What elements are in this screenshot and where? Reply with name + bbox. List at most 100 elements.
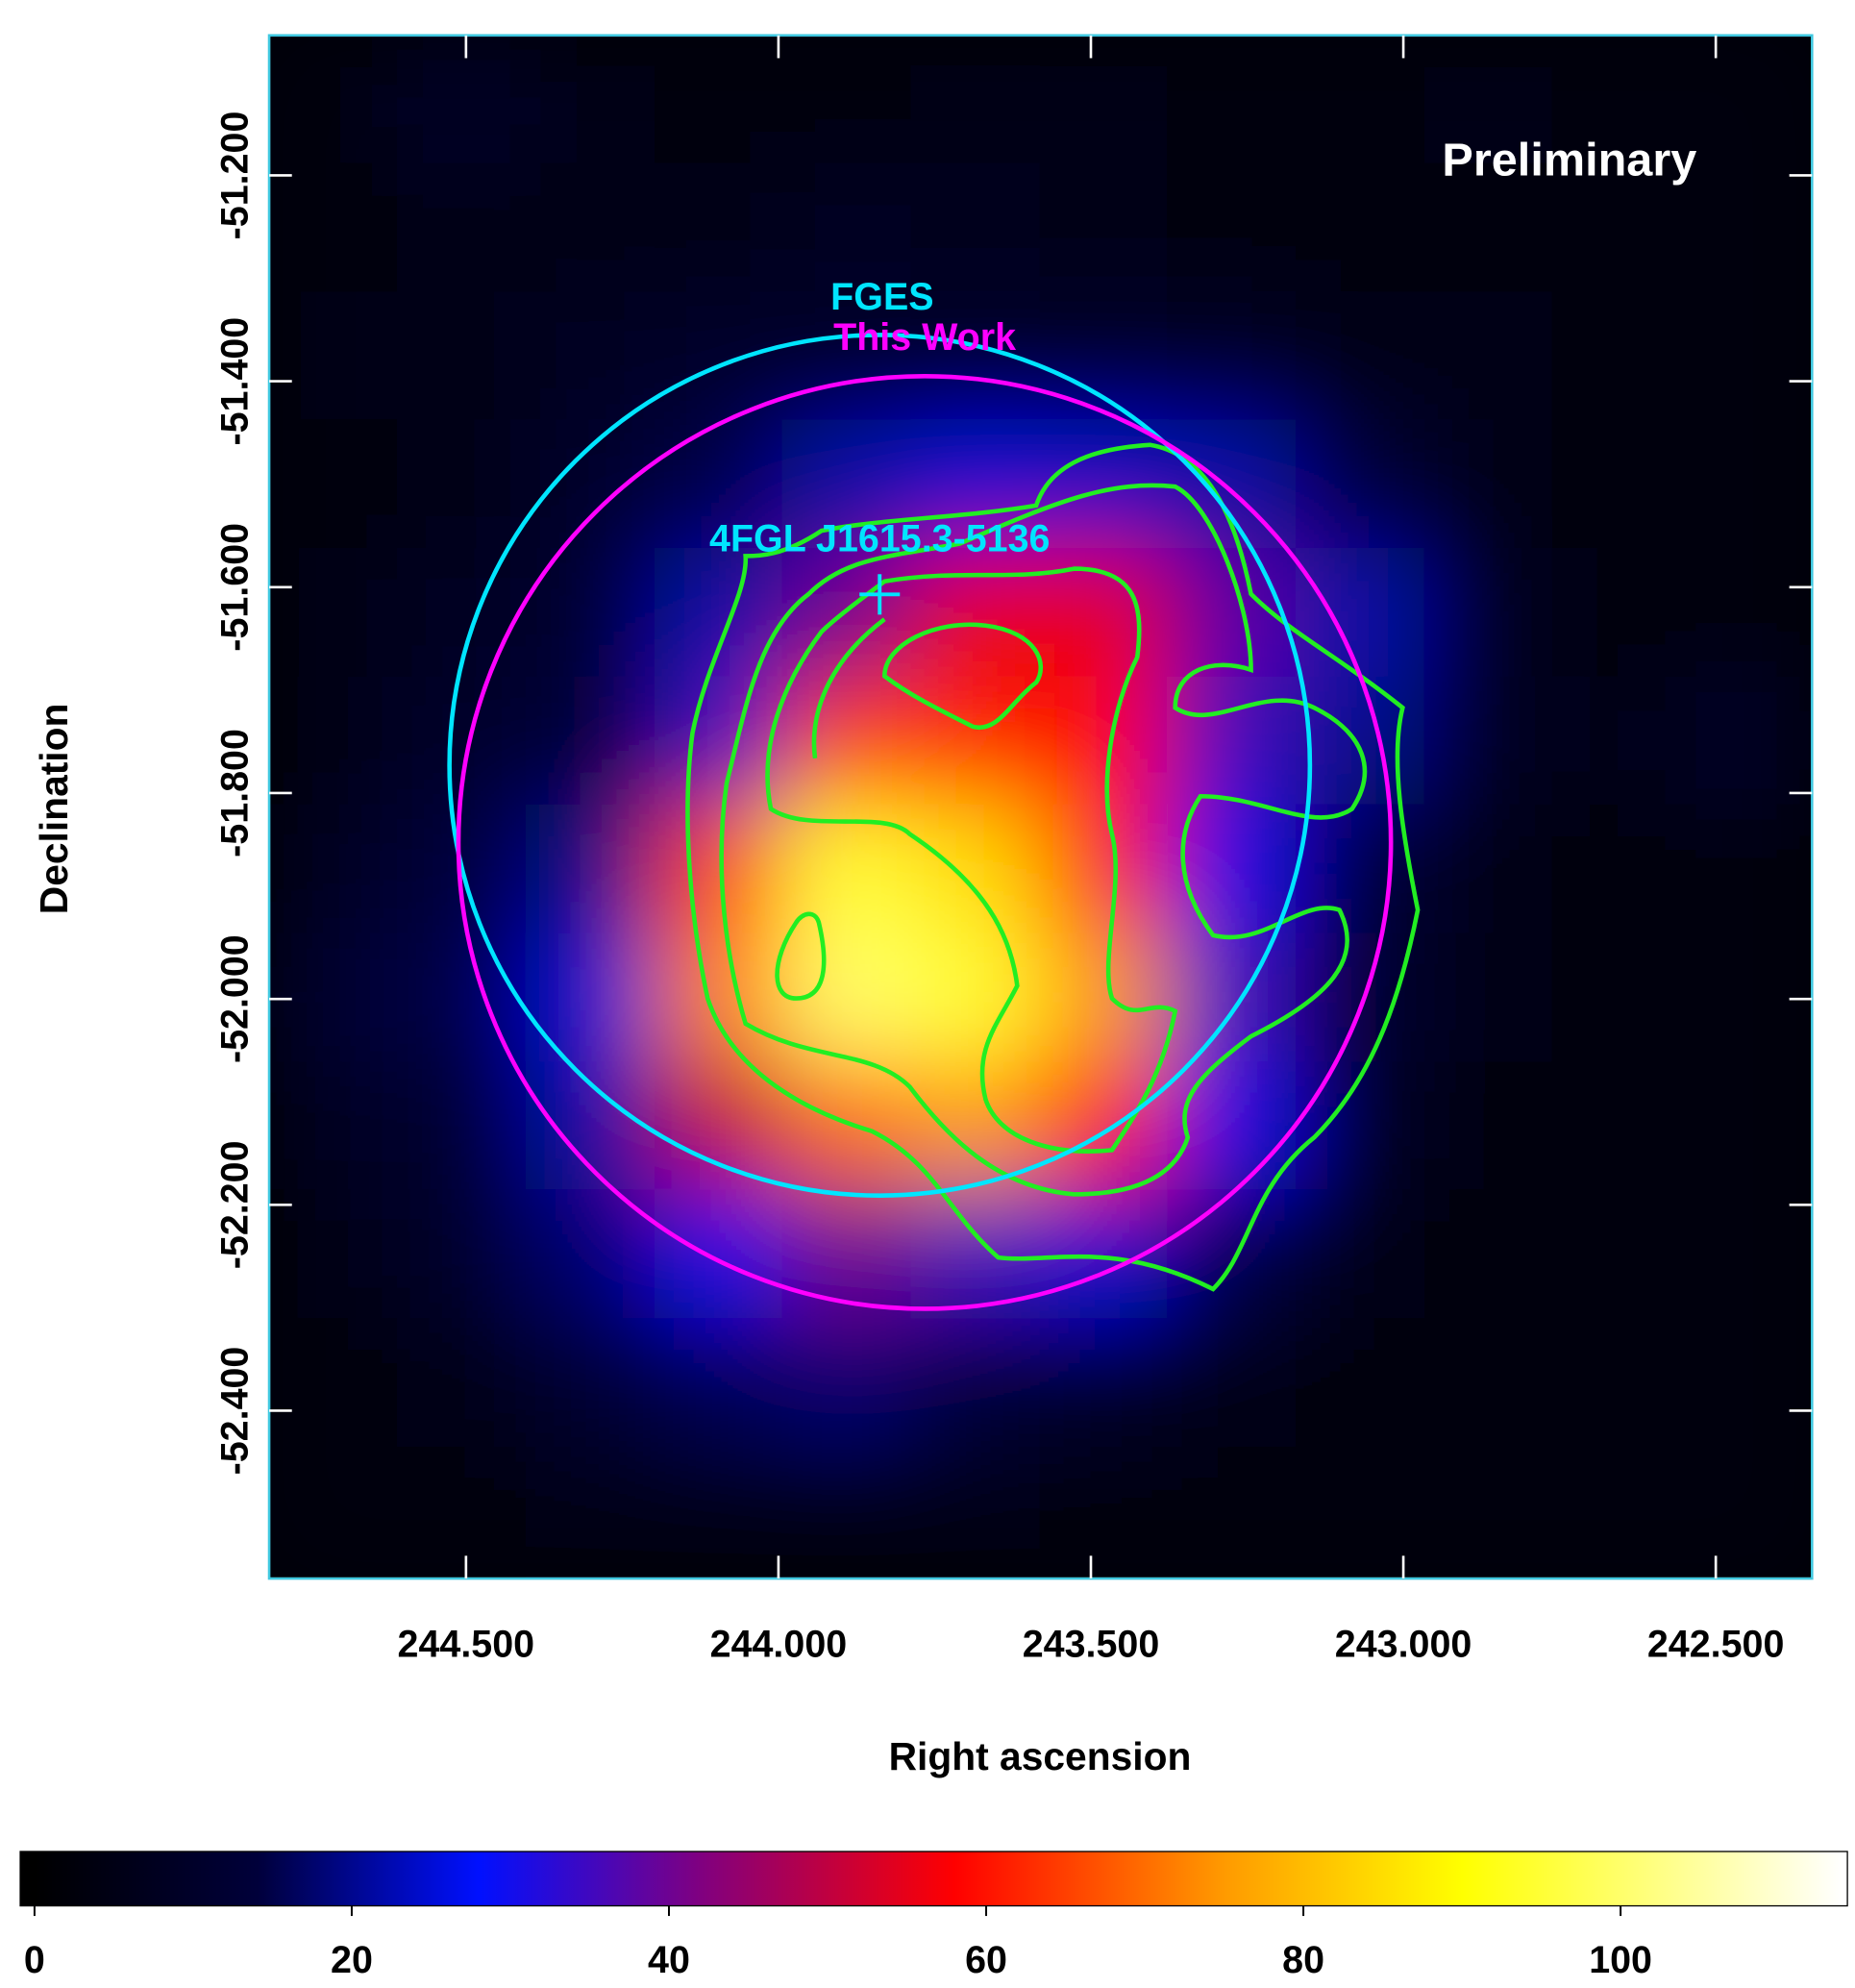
- image-cell: [1039, 35, 1169, 164]
- image-cell: [269, 1189, 399, 1320]
- image-cell: [1295, 35, 1425, 164]
- image-cell: [1423, 547, 1554, 679]
- plot-frame: [267, 34, 1814, 1580]
- image-cell: [1166, 1317, 1297, 1449]
- image-cell: [654, 676, 784, 808]
- y-tick-label: -51.600: [214, 523, 257, 652]
- image-cell: [396, 932, 527, 1063]
- image-cell: [1680, 1189, 1811, 1320]
- image-cell: [1423, 1189, 1554, 1320]
- image: [269, 35, 1811, 1578]
- image-cell: [1166, 932, 1297, 1063]
- image-cell: [269, 676, 399, 808]
- legend-label: This Work: [833, 316, 1016, 359]
- colorbar-tick-label: 60: [965, 1939, 1007, 1981]
- image-cell: [654, 1317, 784, 1449]
- image-cell: [1551, 932, 1682, 1063]
- image-cell: [1551, 804, 1682, 934]
- colorbar-tick-label: 20: [331, 1939, 373, 1981]
- image-cell: [525, 547, 655, 679]
- image-cell: [654, 291, 784, 422]
- colorbar-tick-label: 0: [24, 1939, 45, 1981]
- image-cell: [1039, 1061, 1169, 1192]
- image-cell: [396, 419, 527, 550]
- image-cell: [910, 35, 1041, 164]
- image-cell: [1039, 1317, 1169, 1449]
- x-tick-label: 243.000: [1335, 1623, 1472, 1665]
- contours: [685, 442, 1421, 1292]
- image-cell: [525, 1317, 655, 1449]
- image-cell: [396, 291, 527, 422]
- image-cell: [269, 1317, 399, 1449]
- image-cell: [1680, 676, 1811, 808]
- image-cell: [910, 1446, 1041, 1578]
- image-cell: [1680, 1061, 1811, 1192]
- image-cell: [910, 419, 1041, 550]
- image-cell: [1551, 1189, 1682, 1320]
- image-cell: [396, 1317, 527, 1449]
- image-cell: [654, 1446, 784, 1578]
- image-cell: [269, 419, 399, 550]
- image-cell: [1039, 804, 1169, 934]
- image-cell: [525, 932, 655, 1063]
- image-cell: [1551, 35, 1682, 164]
- image-cell: [1295, 1317, 1425, 1449]
- image-cell: [781, 162, 912, 293]
- image-cell: [1423, 804, 1554, 934]
- image-cell: [1551, 1446, 1682, 1578]
- image-cell: [269, 291, 399, 422]
- image-cell: [781, 1446, 912, 1578]
- region-circle: [456, 373, 1394, 1311]
- annotation: Preliminary: [1442, 134, 1696, 186]
- image-cell: [1551, 1061, 1682, 1192]
- image-cell: [1680, 1317, 1811, 1449]
- image-cell: [1295, 676, 1425, 808]
- image-cell: [654, 419, 784, 550]
- region-circle: [447, 333, 1313, 1198]
- image-cell: [1680, 291, 1811, 422]
- image-cell: [1166, 162, 1297, 293]
- y-tick-label: -51.200: [214, 112, 257, 240]
- image-cell: [525, 291, 655, 422]
- contour: [765, 566, 1178, 1154]
- image-cell: [1295, 1189, 1425, 1320]
- colorbar-tick-label: 80: [1282, 1939, 1324, 1981]
- contour: [775, 911, 827, 1001]
- image-cell: [525, 162, 655, 293]
- y-axis-label: Declination: [32, 704, 76, 915]
- image-cell: [1039, 291, 1169, 422]
- image-cell: [1039, 1189, 1169, 1320]
- image-cell: [654, 932, 784, 1063]
- image-cell: [525, 1189, 655, 1320]
- image-cell: [525, 419, 655, 550]
- image-cell: [1423, 162, 1554, 293]
- y-tick-label: -52.000: [214, 934, 257, 1063]
- image-cell: [525, 804, 655, 934]
- image-cell: [1166, 1061, 1297, 1192]
- image-cells: [269, 35, 1811, 1578]
- image-cell: [269, 804, 399, 934]
- image-cell: [1295, 291, 1425, 422]
- image-cell: [1551, 419, 1682, 550]
- image-cell: [1551, 547, 1682, 679]
- image-cell: [396, 1446, 527, 1578]
- y-tick-label: -51.400: [214, 317, 257, 446]
- colorbar-tick-label: 100: [1589, 1939, 1652, 1981]
- image-cell: [1680, 804, 1811, 934]
- image-cell: [910, 804, 1041, 934]
- x-tick-label: 242.500: [1647, 1623, 1785, 1665]
- image-cell: [654, 1189, 784, 1320]
- image-cell: [910, 162, 1041, 293]
- image-cell: [525, 1446, 655, 1578]
- image-cell: [781, 676, 912, 808]
- image-cell: [1039, 162, 1169, 293]
- image-cell: [654, 1061, 784, 1192]
- contour: [811, 617, 1043, 759]
- legend-label: FGES: [830, 276, 933, 318]
- image-cell: [269, 547, 399, 679]
- source-marker: [859, 574, 901, 615]
- contour: [685, 442, 1421, 1292]
- y-tick-label: -51.800: [214, 729, 257, 857]
- image-cell: [396, 1189, 527, 1320]
